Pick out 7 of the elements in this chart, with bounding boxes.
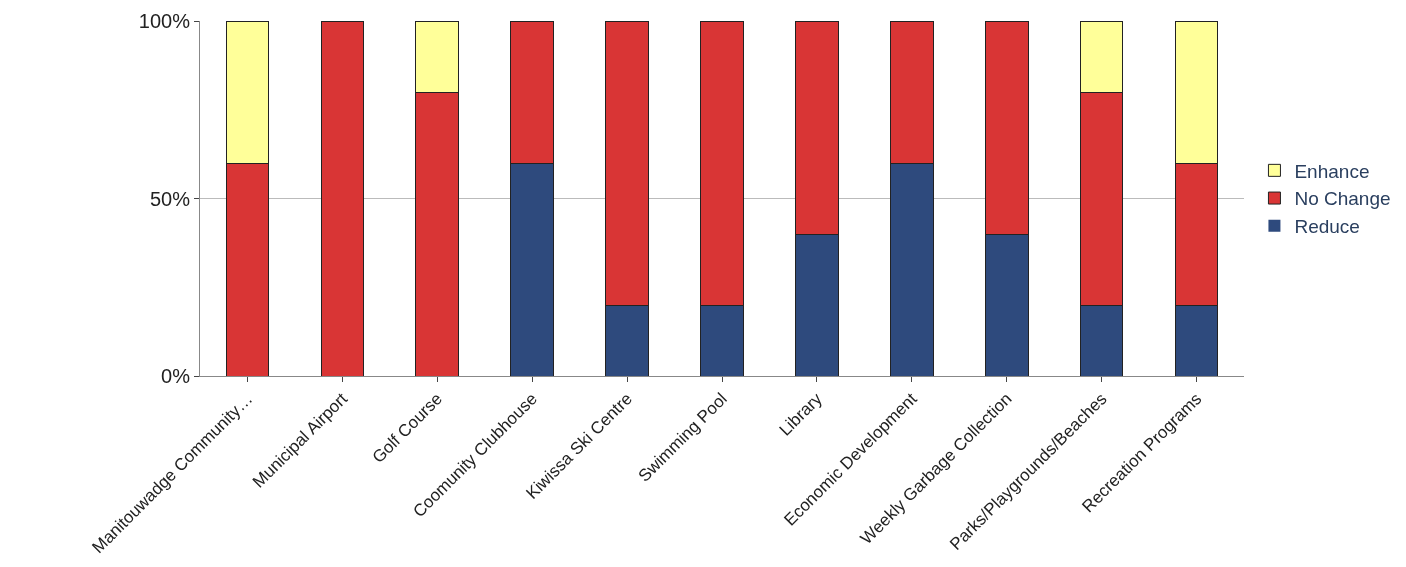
bar — [320, 21, 365, 376]
y-tick-label: 0% — [161, 365, 191, 387]
legend-label: No Change — [1294, 188, 1391, 210]
y-tick-label: 50% — [149, 187, 191, 210]
legend-label: Reduce — [1294, 216, 1360, 238]
y-tick-label: 100% — [138, 10, 191, 32]
legend-label: Enhance — [1294, 160, 1370, 182]
